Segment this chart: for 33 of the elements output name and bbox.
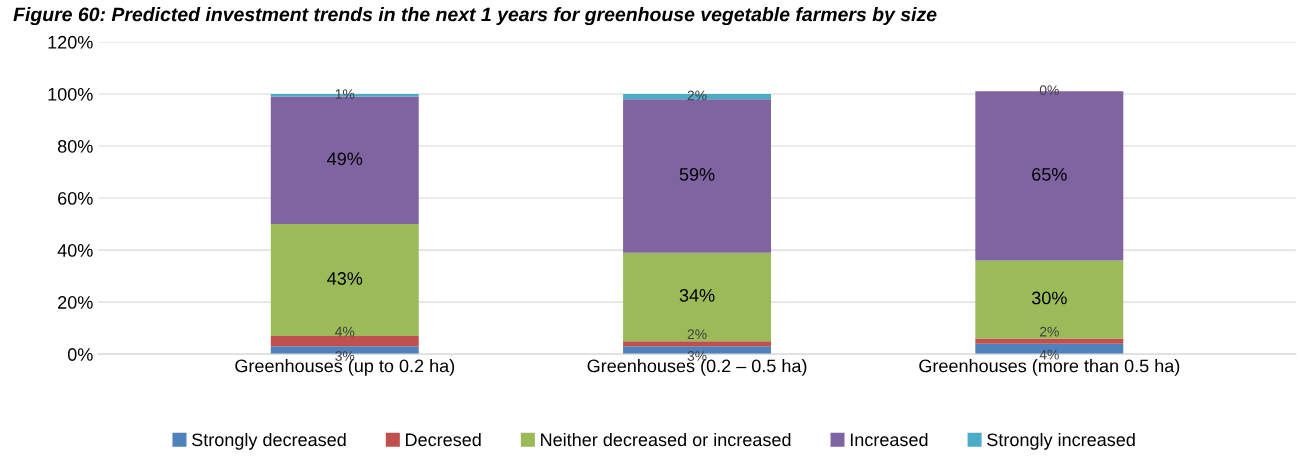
legend-label: Strongly increased bbox=[987, 432, 1135, 450]
bar bbox=[623, 99, 772, 253]
bar bbox=[623, 252, 772, 342]
data-label: 4% bbox=[335, 326, 355, 337]
data-label: 59% bbox=[679, 168, 715, 181]
legend-label: Decresed bbox=[406, 432, 481, 447]
bar bbox=[975, 260, 1124, 339]
x-tick-label: Greenhouses (more than 0.5 ha) bbox=[919, 359, 1180, 376]
y-tick-label: 20% bbox=[58, 296, 93, 309]
y-tick-label: 120% bbox=[48, 35, 93, 49]
y-tick-label: 80% bbox=[57, 139, 93, 153]
bar bbox=[270, 335, 419, 347]
y-tick-label: 100% bbox=[48, 87, 93, 101]
chart-title: Figure 60: Predicted investment trends in the next 1 years for greenhouse vegetable farmers by size bbox=[13, 6, 937, 26]
data-label: 3% bbox=[687, 351, 707, 361]
data-label: 65% bbox=[1032, 168, 1067, 181]
data-label: 2% bbox=[687, 329, 707, 340]
data-label: 43% bbox=[327, 272, 363, 285]
data-label: 2% bbox=[1039, 326, 1059, 337]
data-label: 3% bbox=[335, 351, 355, 361]
y-tick-label: 60% bbox=[58, 191, 93, 205]
y-tick-label: 40% bbox=[57, 244, 93, 257]
data-label: 34% bbox=[679, 288, 715, 302]
bar bbox=[623, 341, 772, 347]
legend-label: Neither decreased or increased bbox=[541, 432, 791, 447]
data-label: 49% bbox=[327, 152, 363, 166]
bar bbox=[270, 224, 419, 336]
data-label: 30% bbox=[1031, 291, 1067, 305]
legend-label: Strongly decreased bbox=[192, 432, 346, 450]
x-tick-label: Greenhouses (up to 0.2 ha) bbox=[235, 359, 455, 376]
bar bbox=[975, 338, 1124, 344]
y-tick-label: 0% bbox=[67, 348, 93, 361]
legend-label: Increased bbox=[850, 432, 928, 447]
